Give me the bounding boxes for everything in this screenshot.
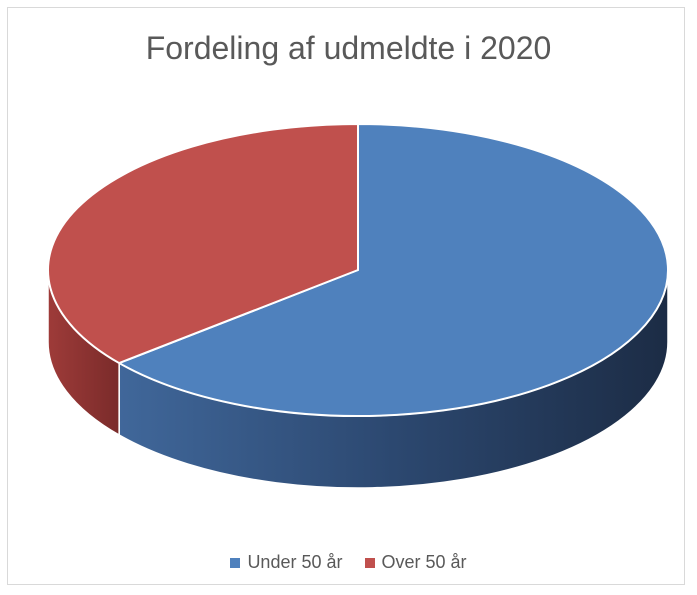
legend-swatch-under-50 <box>230 557 241 568</box>
legend: Under 50 år Over 50 år <box>0 552 697 573</box>
legend-swatch-over-50 <box>364 557 375 568</box>
legend-item-over-50: Over 50 år <box>364 552 467 573</box>
legend-item-under-50: Under 50 år <box>230 552 343 573</box>
slice-over-50 <box>47 123 359 365</box>
legend-label-under-50: Under 50 år <box>247 552 343 572</box>
legend-label-over-50: Over 50 år <box>381 552 467 572</box>
slice-under-50 <box>118 123 669 417</box>
chart-title: Fordeling af udmeldte i 2020 <box>145 30 552 66</box>
